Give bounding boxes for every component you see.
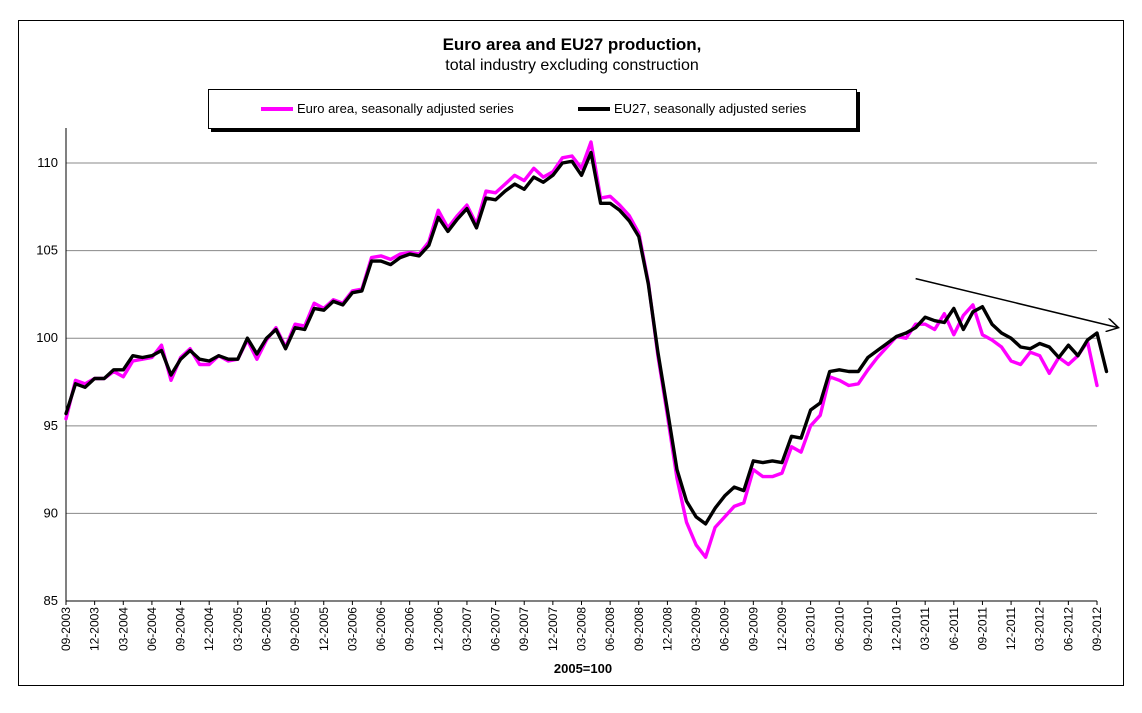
x-tick-label: 12-2007 — [546, 607, 560, 651]
chart-subtitle: total industry excluding construction — [445, 57, 699, 74]
legend-item-eu27: EU27, seasonally adjusted series — [578, 101, 806, 116]
axes — [65, 128, 1097, 602]
x-tick-label: 06-2008 — [603, 607, 617, 651]
x-tick-label: 06-2012 — [1061, 607, 1075, 651]
series-line-euro-area — [64, 140, 1099, 559]
x-tick-label: 12-2009 — [775, 607, 789, 651]
x-tick-label: 06-2007 — [489, 607, 503, 651]
x-tick-label: 09-2011 — [975, 607, 989, 650]
y-tick-label: 110 — [37, 155, 58, 170]
x-tick-label: 06-2010 — [832, 607, 846, 651]
x-tick-label: 03-2007 — [460, 607, 474, 651]
x-tick-label: 09-2012 — [1090, 607, 1104, 651]
legend-label-euro-area: Euro area, seasonally adjusted series — [297, 101, 514, 116]
x-tick-label: 09-2005 — [288, 607, 302, 651]
gridlines — [66, 162, 1097, 602]
x-axis-label: 2005=100 — [554, 661, 612, 676]
x-tick-label: 12-2004 — [202, 607, 216, 651]
x-tick-label: 12-2008 — [660, 607, 674, 651]
x-tick-label: 03-2009 — [689, 607, 703, 651]
x-tick-label: 12-2006 — [431, 607, 445, 651]
x-tick-label: 06-2011 — [947, 607, 961, 650]
x-tick-label: 06-2009 — [718, 607, 732, 651]
x-tick-label: 03-2005 — [231, 607, 245, 651]
x-tick-label: 09-2010 — [861, 607, 875, 651]
x-tick-label: 09-2008 — [632, 607, 646, 651]
x-tick-label: 09-2009 — [746, 607, 760, 651]
x-tick-label: 03-2011 — [918, 607, 932, 650]
y-tick-label: 105 — [36, 243, 58, 258]
y-tick-labels: 85 90 95 100 105 110 — [36, 155, 58, 608]
legend-swatch-euro-area — [261, 106, 293, 111]
x-tick-label: 09-2004 — [174, 607, 188, 651]
trend-arrow — [915, 277, 1119, 328]
x-tick-label: 06-2004 — [145, 607, 159, 651]
x-tick-label: 03-2004 — [116, 607, 130, 651]
x-tick-label: 09-2007 — [517, 607, 531, 651]
series-line-eu27 — [64, 150, 1109, 526]
chart-frame: Euro area and EU27 production, total ind… — [18, 20, 1124, 686]
legend-item-euro-area: Euro area, seasonally adjusted series — [261, 101, 514, 116]
chart-title: Euro area and EU27 production, — [442, 35, 702, 54]
x-tick-label: 06-2006 — [374, 607, 388, 651]
legend-swatch-eu27 — [578, 106, 610, 111]
x-tick-label: 12-2003 — [88, 607, 102, 651]
x-tick-label: 06-2005 — [259, 607, 273, 651]
y-tick-label: 90 — [44, 505, 58, 520]
y-tick-label: 85 — [44, 593, 58, 608]
x-tick-label: 12-2010 — [890, 607, 904, 651]
x-tick-label: 03-2010 — [804, 607, 818, 651]
x-tick-label: 03-2008 — [575, 607, 589, 651]
x-tick-label: 12-2005 — [317, 607, 331, 651]
x-tick-label: 12-2011 — [1004, 607, 1018, 650]
annotations — [915, 277, 1119, 328]
y-tick-label: 95 — [44, 418, 58, 433]
series-lines — [64, 140, 1109, 559]
x-tick-label: 09-2006 — [403, 607, 417, 651]
x-tick-labels: 09-2003 12-2003 03-2004 06-2004 09-2004 12-20… — [59, 601, 1104, 651]
legend-label-eu27: EU27, seasonally adjusted series — [614, 101, 807, 116]
x-tick-label: 03-2012 — [1033, 607, 1047, 651]
x-tick-label: 03-2006 — [345, 607, 359, 651]
y-tick-label: 100 — [36, 330, 58, 345]
chart-legend: Euro area, seasonally adjusted series EU… — [208, 89, 857, 129]
x-tick-label: 09-2003 — [59, 607, 73, 651]
